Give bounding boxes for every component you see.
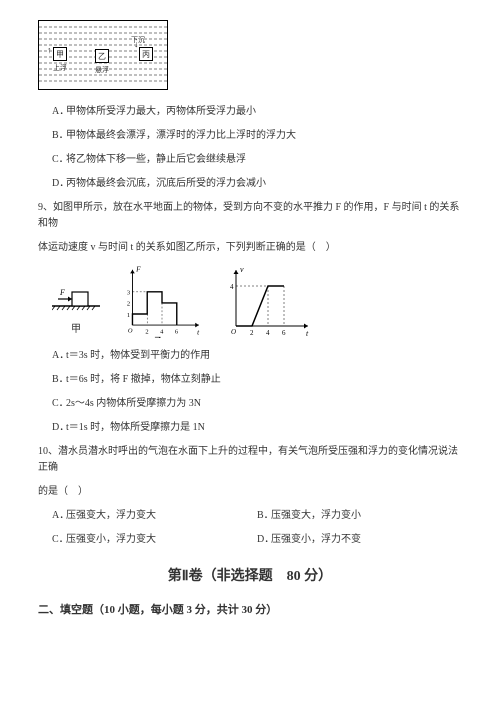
opt-text: 压强变大，浮力变小: [271, 510, 361, 521]
q9-option-a: A．t＝3s 时，物体受到平衡力的作用: [52, 348, 462, 364]
svg-text:v: v: [240, 266, 244, 274]
graph-v-t: v t 4 O 2 4 6: [224, 266, 312, 338]
opt-text: 甲物体所受浮力最大，丙物体所受浮力最小: [66, 106, 256, 117]
svg-text:6: 6: [175, 328, 179, 335]
label-xia: 下沉: [127, 35, 149, 47]
opt-text: t＝1s 时，物体所受摩擦力是 1N: [66, 422, 205, 433]
q9-figures: F 甲 F t 1 2 3 O 2 4 6 乙 v t 4 O 2 4 6: [52, 266, 462, 338]
svg-text:4: 4: [266, 329, 270, 337]
svg-text:6: 6: [282, 329, 286, 337]
svg-text:1: 1: [127, 312, 130, 319]
svg-text:2: 2: [127, 301, 130, 308]
svg-text:4: 4: [160, 328, 164, 335]
opt-text: 丙物体最终会沉底，沉底后所受的浮力会减小: [66, 178, 266, 189]
caption-jia: 甲: [52, 322, 100, 338]
force-label-F: F: [59, 288, 65, 297]
opt-text: 将乙物体下移一些，静止后它会继续悬浮: [66, 154, 246, 165]
section-2-title: 第Ⅱ卷（非选择题 80 分）: [38, 566, 462, 588]
svg-text:4: 4: [230, 283, 234, 291]
label-xuan: 悬浮: [91, 65, 113, 77]
q10-options-row1: A．压强变大，浮力变大 B．压强变大，浮力变小: [52, 508, 462, 524]
q9-stem-2: 体运动速度 v 与时间 t 的关系如图乙所示，下列判断正确的是（ ）: [38, 240, 462, 256]
opt-text: t＝3s 时，物体受到平衡力的作用: [66, 350, 210, 361]
arrow-up-jia-icon: ↑: [47, 43, 52, 57]
opt-text: 甲物体最终会漂浮，漂浮时的浮力比上浮时的浮力大: [66, 130, 296, 141]
q9-option-b: B．t＝6s 时，将 F 撤掉，物体立刻静止: [52, 372, 462, 388]
svg-text:O: O: [128, 327, 133, 334]
label-up: 上浮: [49, 63, 71, 75]
opt-text: 压强变大，浮力变大: [66, 510, 156, 521]
q8-option-a: A．甲物体所受浮力最大，丙物体所受浮力最小: [52, 104, 462, 120]
q9-stem-1: 9、如图甲所示，放在水平地面上的物体，受到方向不变的水平推力 F 的作用，F 与…: [38, 200, 462, 232]
q8-option-d: D．丙物体最终会沉底，沉底后所受的浮力会减小: [52, 176, 462, 192]
q9-option-d: D．t＝1s 时，物体所受摩擦力是 1N: [52, 420, 462, 436]
opt-text: t＝6s 时，将 F 撤掉，物体立刻静止: [66, 374, 221, 385]
opt-text: 2s～4s 内物体所受摩擦力为 3N: [66, 398, 201, 409]
svg-text:2: 2: [250, 329, 254, 337]
fig-block-jia: F: [52, 266, 100, 314]
fill-blank-title: 二、填空题（10 小题，每小题 3 分，共计 30 分）: [38, 602, 462, 620]
svg-text:O: O: [231, 328, 236, 336]
q8-option-c: C．将乙物体下移一些，静止后它会继续悬浮: [52, 152, 462, 168]
opt-text: 压强变小，浮力变大: [66, 534, 156, 545]
q10-stem-1: 10、潜水员潜水时呼出的气泡在水面下上升的过程中，有关气泡所受压强和浮力的变化情…: [38, 444, 462, 476]
graph-F-t: F t 1 2 3 O 2 4 6 乙: [118, 266, 206, 338]
q8-option-b: B．甲物体最终会漂浮，漂浮时的浮力比上浮时的浮力大: [52, 128, 462, 144]
fig-jia-wrapper: F 甲: [52, 266, 100, 338]
box-bing: 丙: [139, 47, 153, 61]
svg-text:2: 2: [145, 328, 148, 335]
svg-text:t: t: [197, 327, 200, 336]
svg-text:F: F: [135, 266, 141, 274]
svg-text:t: t: [306, 329, 309, 338]
svg-text:3: 3: [127, 290, 130, 297]
q9-option-c: C．2s～4s 内物体所受摩擦力为 3N: [52, 396, 462, 412]
box-jia: 甲: [53, 47, 67, 61]
opt-text: 压强变小，浮力不变: [271, 534, 361, 545]
q10-options-row2: C．压强变小，浮力变大 D．压强变小，浮力不变: [52, 532, 462, 548]
caption-yi: 乙: [154, 337, 162, 338]
q10-stem-2: 的是（ ）: [38, 484, 462, 500]
box-yi: 乙: [95, 49, 109, 63]
buoyancy-diagram: 甲 ↑ 上浮 乙 悬浮 丙 ↓ 下沉: [38, 20, 168, 90]
